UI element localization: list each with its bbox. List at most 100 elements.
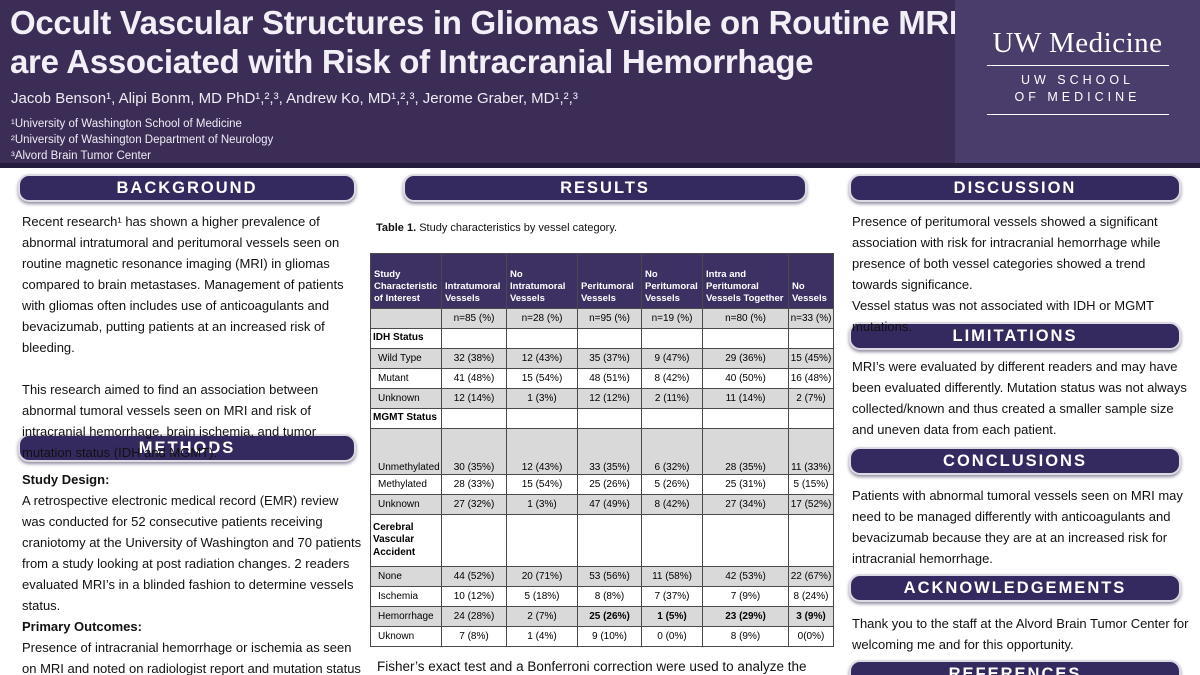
column-header: Peritumoral Vessels (577, 253, 642, 309)
table-cell: 35 (37%) (577, 348, 642, 369)
table-cell: 2 (7%) (506, 606, 578, 627)
table-cell: 40 (50%) (702, 368, 789, 389)
table-row: Mutant 41 (48%) 15 (54%) 48 (51%) 8 (42%) 40 … (370, 368, 834, 389)
table-cell: 28 (33%) (441, 474, 507, 495)
table-cell: 24 (28%) (441, 606, 507, 627)
table-cell: 8 (8%) (577, 586, 642, 607)
conclusions-section-header: CONCLUSIONS (849, 447, 1181, 475)
row-label: Ischemia (370, 586, 442, 607)
table-cell: 25 (31%) (702, 474, 789, 495)
table-row: Hemorrhage 24 (28%) 2 (7%) 25 (26%) 1 (5%) 23… (370, 606, 834, 627)
table-cell (702, 328, 789, 349)
table-cell (441, 408, 507, 429)
table-row: Cerebral Vascular Accident (370, 514, 834, 567)
table-cell: 10 (12%) (441, 586, 507, 607)
row-label: Unmethylated (370, 428, 442, 475)
table-cell (641, 514, 703, 567)
table-row: Unmethylated 30 (35%) 12 (43%) 33 (35%) 6 (3… (370, 428, 834, 475)
methods-paragraph-1: A retrospective electronic medical recor… (22, 493, 362, 613)
background-paragraph-1: Recent research¹ has shown a higher prev… (22, 214, 344, 355)
table-cell: n=28 (%) (506, 308, 578, 329)
table-cell: 5 (26%) (641, 474, 703, 495)
authors-line: Jacob Benson¹, Alipi Bonm, MD PhD¹,²,³, … (11, 90, 578, 107)
table-cell: 11 (14%) (702, 388, 789, 409)
table-cell: 1 (5%) (641, 606, 703, 627)
limitations-section-header: LIMITATIONS (849, 322, 1181, 350)
methods-paragraph-2: Presence of intracranial hemorrhage or i… (22, 640, 361, 675)
table-cell: 7 (9%) (702, 586, 789, 607)
table-cell (788, 328, 834, 349)
results-table: Study Characteristic of Interest Intratum… (370, 253, 834, 647)
table-cell (577, 328, 642, 349)
discussion-paragraph-2: Vessel status was not associated with ID… (852, 298, 1154, 334)
table-cell: n=19 (%) (641, 308, 703, 329)
table-cell: 30 (35%) (441, 428, 507, 475)
limitations-paragraph: MRI’s were evaluated by different reader… (852, 359, 1187, 437)
affiliation-item: ³Alvord Brain Tumor Center (11, 149, 151, 162)
table-cell: 6 (32%) (641, 428, 703, 475)
methods-subheading-study-design: Study Design: (22, 472, 110, 487)
table-cell: 29 (36%) (702, 348, 789, 369)
row-label: Unknown (370, 494, 442, 515)
table-cell (788, 514, 834, 567)
limitations-text: MRI’s were evaluated by different reader… (852, 356, 1190, 440)
column-header: Intratumoral Vessels (441, 253, 507, 309)
logo-school-line2: OF MEDICINE (1014, 89, 1141, 104)
table-cell: n=95 (%) (577, 308, 642, 329)
table-cell: 22 (67%) (788, 566, 834, 587)
column-header: No Intratumoral Vessels (506, 253, 578, 309)
table-cell (506, 328, 578, 349)
logo-school-line1: UW SCHOOL (1020, 73, 1135, 87)
table-cell: 17 (52%) (788, 494, 834, 515)
table-row: Unknown 27 (32%) 1 (3%) 47 (49%) 8 (42%) 27 (… (370, 494, 834, 515)
conclusions-paragraph: Patients with abnormal tumoral vessels s… (852, 488, 1183, 566)
table-cell: 12 (43%) (506, 348, 578, 369)
table-cell: 11 (33%) (788, 428, 834, 475)
background-paragraph-2: This research aimed to find an associati… (22, 382, 319, 460)
table-cell: 15 (54%) (506, 368, 578, 389)
affiliations: ¹University of Washington School of Medi… (11, 117, 941, 164)
table-cell: 12 (14%) (441, 388, 507, 409)
table-cell: 2 (7%) (788, 388, 834, 409)
conclusions-text: Patients with abnormal tumoral vessels s… (852, 485, 1190, 569)
uw-medicine-logo: UW Medicine UW SCHOOL OF MEDICINE (955, 0, 1200, 163)
table-cell: 3 (9%) (788, 606, 834, 627)
column-header: No Vessels (788, 253, 834, 309)
table-cell: 27 (32%) (441, 494, 507, 515)
background-text: Recent research¹ has shown a higher prev… (22, 211, 362, 463)
methods-text: Study Design: A retrospective electronic… (22, 469, 362, 675)
discussion-text: Presence of peritumoral vessels showed a… (852, 211, 1190, 337)
table-cell: 32 (38%) (441, 348, 507, 369)
logo-brand-text: UW Medicine (992, 27, 1163, 59)
table-cell: 41 (48%) (441, 368, 507, 389)
row-label: Methylated (370, 474, 442, 495)
table-cell: 8 (42%) (641, 368, 703, 389)
table-cell (641, 328, 703, 349)
table-cell: 42 (53%) (702, 566, 789, 587)
table-cell: n=33 (%) (788, 308, 834, 329)
results-section-header: RESULTS (403, 174, 807, 202)
logo-divider (986, 113, 1169, 115)
table-cell (702, 408, 789, 429)
table-caption-label: Table 1. (376, 222, 417, 234)
table-row: Uknown 7 (8%) 1 (4%) 9 (10%) 0 (0%) 8 (9%) 0(0… (370, 626, 834, 647)
table-cell (788, 408, 834, 429)
table-cell: 25 (26%) (577, 606, 642, 627)
background-section-header: BACKGROUND (18, 174, 356, 202)
table-cell: 15 (45%) (788, 348, 834, 369)
table-cell: 8 (9%) (702, 626, 789, 647)
table-footnote: Fisher’s exact test and a Bonferroni cor… (377, 659, 807, 674)
methods-section-header: METHODS (18, 434, 356, 462)
column-header: Study Characteristic of Interest (370, 253, 442, 309)
acknowledgements-section-header: ACKNOWLEDGEMENTS (849, 574, 1181, 602)
table-cell: 12 (12%) (577, 388, 642, 409)
table-cell: 0 (0%) (641, 626, 703, 647)
table-cell: 28 (35%) (702, 428, 789, 475)
row-label: Uknown (370, 626, 442, 647)
references-section-header: REFERENCES (849, 660, 1181, 675)
header-divider (0, 163, 1200, 168)
row-label: IDH Status (370, 328, 442, 349)
row-label: MGMT Status (370, 408, 442, 429)
table-row: Methylated 28 (33%) 15 (54%) 25 (26%) 5 (26%… (370, 474, 834, 495)
table-cell: 1 (3%) (506, 388, 578, 409)
